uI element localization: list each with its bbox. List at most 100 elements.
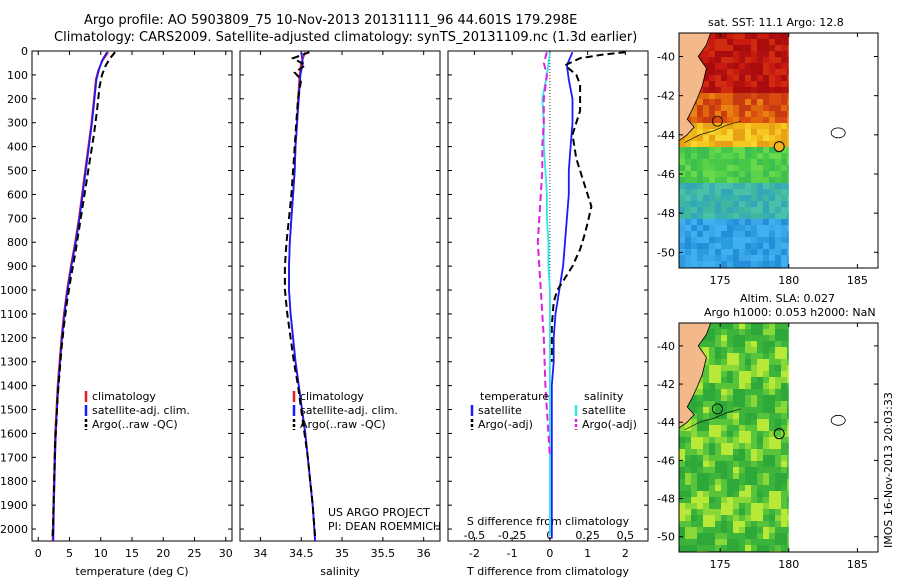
sst-map-cell bbox=[781, 201, 787, 207]
sst-map-cell bbox=[691, 231, 697, 237]
sla-map-cell bbox=[715, 449, 721, 455]
sla-map-cell bbox=[739, 425, 745, 431]
sla-map-cell bbox=[781, 401, 787, 407]
sst-map-cell bbox=[739, 183, 745, 189]
sla-map-cell bbox=[757, 389, 763, 395]
sla-map-cell bbox=[727, 335, 733, 341]
sla-map-cell bbox=[745, 473, 751, 479]
sla-map-cell bbox=[745, 419, 751, 425]
sst-map-cell bbox=[757, 201, 763, 207]
sla-map-cell bbox=[697, 527, 703, 533]
sst-map-cell bbox=[787, 123, 789, 129]
sst-map-cell bbox=[721, 225, 727, 231]
sst-map-cell bbox=[727, 141, 733, 147]
sst-map-cell bbox=[781, 171, 787, 177]
sla-map-cell bbox=[781, 365, 787, 371]
sst-map-cell bbox=[781, 111, 787, 117]
sla-map-cell bbox=[709, 515, 715, 521]
sla-map-cell bbox=[733, 497, 739, 503]
sst-map-cell bbox=[763, 111, 769, 117]
sst-map-cell bbox=[781, 99, 787, 105]
sst-map-cell bbox=[703, 81, 709, 87]
sla-map-argo-position bbox=[773, 428, 785, 440]
depth-tick-label: 200 bbox=[7, 93, 28, 106]
sla-map-cell bbox=[757, 383, 763, 389]
sla-map-cell bbox=[697, 425, 703, 431]
sla-map-cell bbox=[709, 425, 715, 431]
sla-map-cell bbox=[751, 425, 757, 431]
sla-map-cell bbox=[775, 545, 781, 551]
sst-map-cell bbox=[787, 93, 789, 99]
sla-map-cell bbox=[715, 323, 721, 329]
sla-map-cell bbox=[769, 371, 775, 377]
sst-map-cell bbox=[721, 207, 727, 213]
sst-map-cell bbox=[763, 105, 769, 111]
sla-map-cell bbox=[751, 491, 757, 497]
sla-map-cell bbox=[697, 413, 703, 419]
sla-map-cell bbox=[769, 353, 775, 359]
sla-map-cell bbox=[775, 419, 781, 425]
sst-map-cell bbox=[685, 183, 691, 189]
sst-map-cell bbox=[745, 57, 751, 63]
sst-map-cell bbox=[721, 51, 727, 57]
sla-map-cell bbox=[781, 491, 787, 497]
sst-map-cell bbox=[721, 135, 727, 141]
sst-map-cell bbox=[733, 57, 739, 63]
sla-map-cell bbox=[691, 485, 697, 491]
sst-map-cell bbox=[703, 87, 709, 93]
sst-map-cell bbox=[751, 39, 757, 45]
sla-map-cell bbox=[727, 419, 733, 425]
sst-map-cell bbox=[757, 51, 763, 57]
sst-map-cell bbox=[787, 69, 789, 75]
sla-map-cell bbox=[691, 527, 697, 533]
sst-map-cell bbox=[721, 153, 727, 159]
sst-map-cell bbox=[709, 75, 715, 81]
sla-map-cell bbox=[697, 431, 703, 437]
sla-map-cell bbox=[751, 467, 757, 473]
depth-tick-label: 1500 bbox=[0, 404, 28, 417]
sla-map-cell bbox=[757, 521, 763, 527]
sst-map-cell bbox=[787, 159, 789, 165]
sla-map-cell bbox=[715, 461, 721, 467]
sst-map-cell bbox=[745, 111, 751, 117]
sla-map-cell bbox=[775, 359, 781, 365]
sla-map-cell bbox=[751, 521, 757, 527]
sla-map-cell bbox=[739, 533, 745, 539]
sst-map-cell bbox=[781, 153, 787, 159]
sla-map-cell bbox=[715, 389, 721, 395]
sla-map-cell bbox=[739, 395, 745, 401]
sst-map-cell bbox=[763, 189, 769, 195]
sla-map-cell bbox=[739, 407, 745, 413]
sla-map-cell bbox=[775, 353, 781, 359]
sst-map-cell bbox=[757, 123, 763, 129]
sst-map: -40 -42 -44 -46 -48 -50 175 180 185 bbox=[657, 32, 879, 287]
sst-map-cell bbox=[763, 201, 769, 207]
sst-map-cell bbox=[679, 189, 685, 195]
depth-tick-label: 1600 bbox=[0, 427, 28, 440]
sst-map-cell bbox=[781, 105, 787, 111]
sla-map-cell bbox=[733, 323, 739, 329]
sla-map-cell bbox=[727, 341, 733, 347]
sla-map-cell bbox=[769, 407, 775, 413]
figure-title-line2: Climatology: CARS2009. Satellite-adjuste… bbox=[54, 30, 638, 45]
sla-map-cell bbox=[721, 491, 727, 497]
differences-s-tick-label: 0.5 bbox=[617, 529, 635, 542]
sst-map-cell bbox=[775, 171, 781, 177]
sst-map-cell bbox=[757, 117, 763, 123]
sla-map-cell bbox=[733, 443, 739, 449]
sst-map-cell bbox=[751, 237, 757, 243]
sst-map-cell bbox=[709, 33, 715, 39]
sla-map-cell bbox=[739, 437, 745, 443]
sla-map-cell bbox=[787, 347, 789, 353]
sst-map-cell bbox=[751, 33, 757, 39]
sla-map-cell bbox=[721, 383, 727, 389]
sla-map-cell bbox=[739, 389, 745, 395]
temperature-frame bbox=[31, 50, 233, 542]
sla-map-cell bbox=[703, 347, 709, 353]
sst-map-cell bbox=[763, 177, 769, 183]
sst-map-cell bbox=[697, 147, 703, 153]
sla-map-cell bbox=[751, 353, 757, 359]
sst-map-cell bbox=[721, 213, 727, 219]
sla-map-cell bbox=[721, 407, 727, 413]
sla-map-cell bbox=[709, 521, 715, 527]
